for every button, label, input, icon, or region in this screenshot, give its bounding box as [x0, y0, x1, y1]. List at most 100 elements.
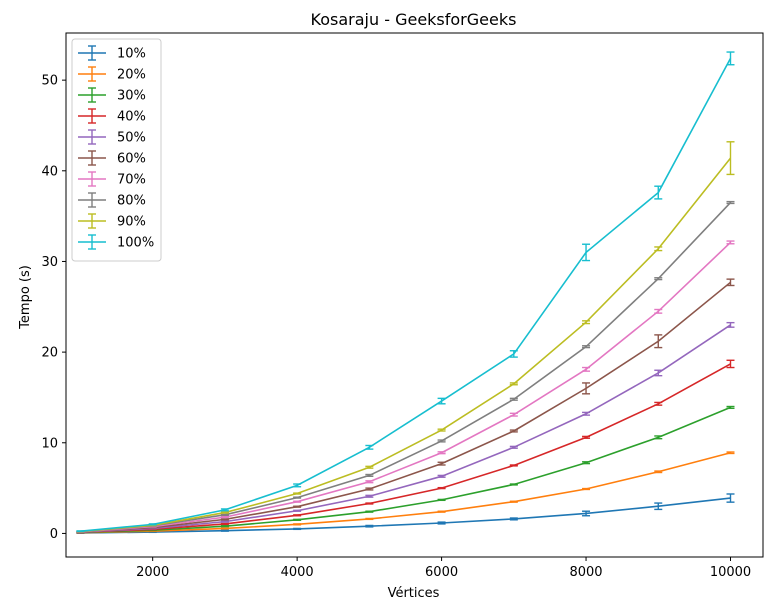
error-bar: [726, 200, 735, 205]
error-bar: [509, 483, 518, 486]
series-60pct: [76, 278, 735, 533]
legend-entry: 40%: [78, 108, 146, 125]
error-bar: [582, 320, 591, 325]
legend-label: 100%: [117, 236, 154, 251]
error-bar: [365, 480, 374, 484]
error-bar: [437, 521, 446, 525]
legend-entry: 90%: [78, 213, 146, 230]
y-tick-label: 10: [41, 436, 58, 451]
series-line: [80, 406, 731, 534]
series-100pct: [76, 51, 735, 533]
error-bar: [293, 509, 302, 512]
series-40pct: [76, 359, 735, 534]
error-bar: [293, 500, 302, 503]
error-bar: [509, 517, 518, 521]
legend-label: 60%: [117, 152, 146, 167]
series-line: [80, 58, 732, 532]
error-bar: [76, 530, 85, 533]
series-line: [80, 324, 731, 533]
error-bar: [654, 277, 663, 281]
legend-entry: 30%: [78, 87, 146, 104]
error-bar: [654, 435, 663, 440]
series-line: [80, 241, 732, 533]
error-bar: [726, 359, 735, 369]
error-bar: [509, 500, 518, 503]
error-bar: [437, 461, 446, 466]
error-bar: [437, 428, 446, 432]
error-bar: [726, 240, 735, 245]
legend-label: 10%: [117, 47, 146, 62]
y-tick-label: 20: [41, 346, 58, 361]
error-bar: [726, 141, 735, 176]
error-bar: [293, 527, 302, 531]
series-line: [80, 363, 731, 534]
legend-entry: 20%: [78, 66, 146, 83]
error-bar: [654, 401, 663, 406]
series-90pct: [76, 141, 735, 533]
legend-entry: 100%: [78, 234, 154, 251]
legend-entry: 50%: [78, 129, 146, 146]
error-bar: [293, 496, 302, 499]
error-bar: [509, 464, 518, 467]
error-bar: [220, 515, 229, 519]
legend-label: 40%: [117, 110, 146, 125]
legend-entry: 70%: [78, 171, 146, 188]
error-bar: [437, 510, 446, 513]
error-bar: [220, 529, 229, 532]
error-bar: [654, 470, 663, 474]
error-bar: [582, 435, 591, 439]
chart-title: Kosaraju - GeeksforGeeks: [311, 10, 517, 29]
error-bar: [365, 465, 374, 469]
error-bar: [365, 517, 374, 521]
error-bar: [220, 518, 229, 521]
y-tick-label: 50: [41, 74, 58, 89]
error-bar: [437, 486, 446, 490]
error-bar: [726, 278, 735, 287]
legend-label: 80%: [117, 194, 146, 209]
series-line: [80, 201, 732, 533]
error-bar: [654, 369, 663, 377]
error-bar: [726, 451, 735, 455]
series-20pct: [76, 451, 735, 534]
error-bar: [437, 439, 446, 443]
error-bar: [365, 524, 374, 528]
error-bar: [437, 498, 446, 502]
x-tick-label: 10000: [710, 565, 751, 580]
plot-area: [65, 32, 764, 558]
y-tick-label: 30: [41, 255, 58, 270]
error-bar: [293, 518, 302, 521]
error-bar: [437, 451, 446, 455]
error-bar: [654, 502, 663, 511]
error-bar: [365, 487, 374, 491]
error-bar: [220, 513, 229, 516]
x-tick-label: 2000: [136, 565, 169, 580]
error-bar: [582, 366, 591, 372]
error-bar: [220, 522, 229, 526]
error-bar: [582, 382, 591, 395]
error-bar: [582, 510, 591, 517]
y-axis-label: Tempo (s): [18, 265, 33, 330]
error-bar: [726, 405, 735, 410]
error-bar: [220, 520, 229, 523]
legend-label: 70%: [117, 173, 146, 188]
series-30pct: [76, 405, 735, 534]
error-bar: [220, 511, 229, 514]
legend-entry: 80%: [78, 192, 146, 209]
y-tick-label: 40: [41, 164, 58, 179]
y-tick-label: 0: [50, 527, 58, 542]
error-bar: [293, 523, 302, 526]
x-axis-label: Vértices: [388, 586, 440, 601]
error-bar: [293, 483, 302, 488]
error-bar: [509, 350, 518, 358]
error-bar: [365, 502, 374, 505]
error-bar: [437, 474, 446, 478]
error-bar: [582, 243, 591, 262]
error-bar: [582, 411, 591, 416]
error-bar: [148, 523, 157, 526]
error-bar: [509, 412, 518, 417]
x-axis-ticks: 2000 4000 6000 8000 10000: [136, 557, 751, 580]
legend-label: 30%: [117, 89, 146, 104]
error-bar: [726, 321, 735, 328]
axes-frame: [65, 32, 764, 558]
